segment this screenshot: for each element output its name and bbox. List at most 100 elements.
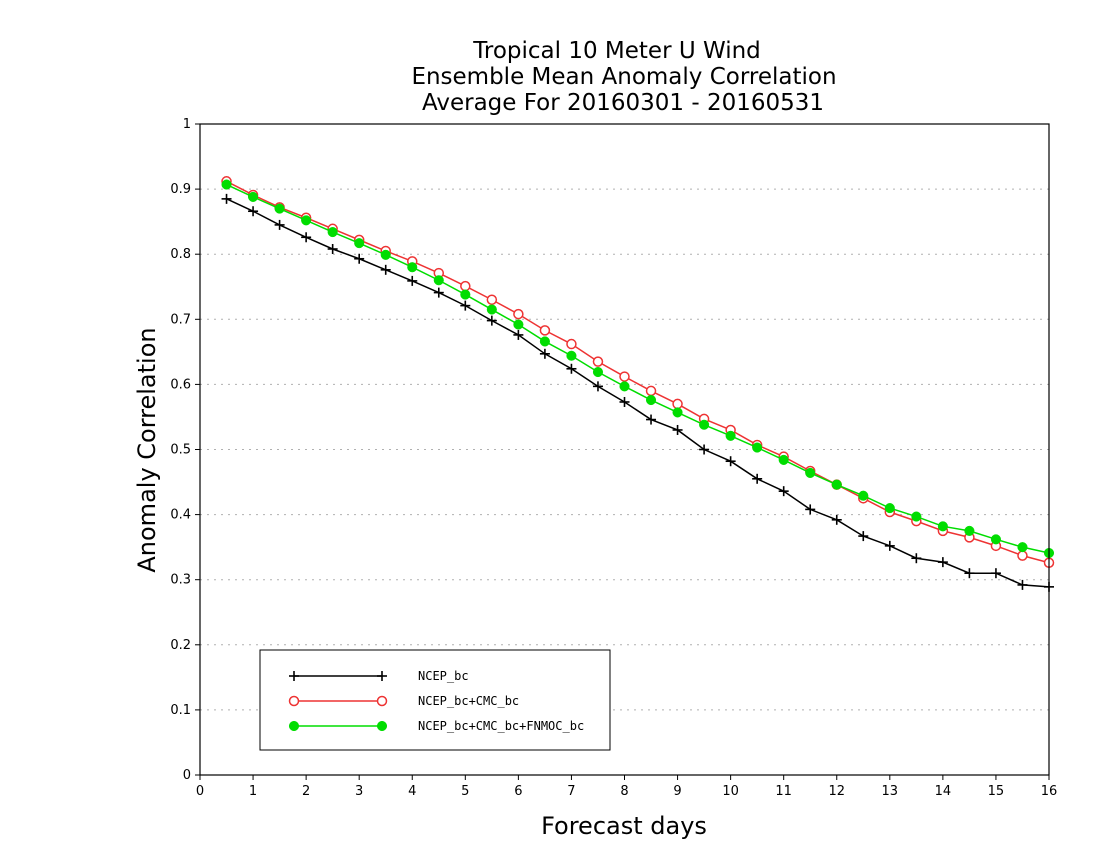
data-point (486, 304, 497, 315)
y-tick-label: 0.1 (170, 703, 191, 718)
data-series (221, 176, 1055, 592)
data-point (592, 366, 604, 378)
data-point (805, 504, 816, 515)
x-tick-label: 7 (567, 784, 575, 799)
data-point (937, 557, 948, 568)
data-point (592, 381, 603, 392)
legend-marker (289, 671, 299, 681)
x-tick-label: 10 (722, 784, 739, 799)
data-point (513, 329, 524, 340)
data-point (539, 325, 551, 336)
y-tick-label: 0.2 (170, 638, 191, 653)
chart-title-line-1: Tropical 10 Meter U Wind (472, 38, 761, 64)
y-tick-label: 0.8 (170, 247, 191, 262)
data-point (248, 206, 259, 217)
data-point (407, 262, 418, 273)
data-point (460, 289, 471, 300)
data-point (566, 350, 577, 361)
data-point (513, 319, 524, 330)
data-point (592, 356, 604, 367)
grid-lines (200, 188, 1049, 711)
data-point (645, 394, 657, 406)
data-point (911, 511, 922, 522)
data-point (301, 232, 312, 243)
data-point (884, 540, 895, 551)
series-line (226, 183, 1050, 554)
data-point (699, 419, 710, 430)
legend-marker (288, 720, 300, 732)
series-3 (221, 179, 1055, 559)
data-point (964, 525, 975, 536)
legend-label: NCEP_bc+CMC_bc+FNMOC_bc (418, 719, 584, 733)
data-point (937, 521, 948, 532)
data-point (858, 531, 869, 542)
data-point (725, 456, 736, 467)
data-point (460, 280, 471, 292)
data-point (407, 275, 418, 286)
data-point (646, 414, 657, 425)
data-point (911, 553, 922, 564)
data-point (672, 424, 683, 435)
data-point (752, 442, 763, 453)
data-point (619, 396, 630, 407)
legend-marker (376, 695, 388, 707)
data-point (672, 398, 683, 410)
data-point (433, 275, 444, 286)
y-tick-label: 0.7 (170, 312, 191, 327)
data-point (486, 294, 498, 306)
x-tick-label: 12 (828, 784, 845, 799)
data-point (778, 454, 789, 465)
y-tick-label: 0.4 (170, 508, 191, 523)
x-axis-ticks: 0 1 2 3 4 5 6 7 8 9 10 11 12 13 14 15 16 (196, 775, 1057, 799)
x-tick-label: 9 (673, 784, 681, 799)
data-point (274, 219, 285, 230)
data-point (513, 308, 524, 320)
legend-label: NCEP_bc (418, 669, 469, 683)
data-point (354, 253, 365, 264)
data-point (699, 444, 710, 455)
data-point (301, 215, 312, 226)
legend-marker (377, 671, 387, 681)
data-point (460, 300, 471, 311)
x-tick-label: 8 (620, 784, 628, 799)
legend-marker (376, 720, 388, 732)
data-point (433, 287, 444, 298)
y-tick-label: 1 (183, 117, 191, 132)
data-point (805, 467, 816, 478)
data-point (221, 179, 232, 190)
data-point (486, 315, 497, 326)
y-tick-label: 0.5 (170, 443, 191, 458)
data-point (566, 338, 577, 350)
y-tick-label: 0.3 (170, 573, 191, 588)
data-point (778, 486, 789, 497)
data-point (672, 407, 683, 418)
data-point (539, 348, 550, 359)
legend-box (259, 649, 611, 751)
legend-entry: NCEP_bc+CMC_bc (288, 694, 519, 708)
y-tick-label: 0 (183, 768, 191, 783)
x-tick-label: 2 (302, 784, 310, 799)
y-axis-ticks: 0 0.1 0.2 0.3 0.4 0.5 0.6 0.7 0.8 0.9 1 (170, 117, 200, 783)
data-point (725, 430, 736, 441)
data-point (831, 514, 842, 525)
series-1 (221, 193, 1054, 592)
data-point (566, 363, 577, 374)
data-point (990, 568, 1001, 579)
series-line (226, 198, 1050, 588)
data-point (619, 371, 630, 382)
data-point (990, 534, 1001, 545)
x-tick-label: 6 (514, 784, 522, 799)
data-point (1017, 542, 1028, 553)
data-point (1017, 579, 1028, 590)
data-point (248, 191, 259, 202)
legend-marker (288, 695, 300, 707)
data-point (1017, 550, 1028, 561)
x-tick-label: 0 (196, 784, 204, 799)
y-tick-label: 0.9 (170, 182, 191, 197)
data-point (327, 227, 338, 238)
legend-entry: NCEP_bc (289, 669, 469, 683)
y-axis-label: Anomaly Correlation (133, 327, 161, 572)
x-tick-label: 16 (1041, 784, 1058, 799)
data-point (858, 490, 869, 501)
